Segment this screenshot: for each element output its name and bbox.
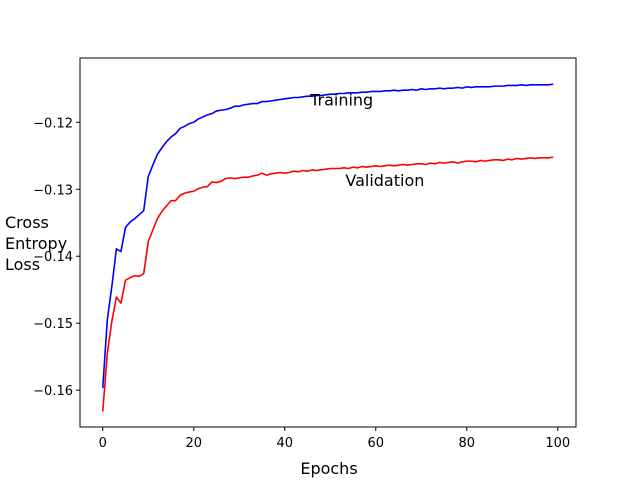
x-tick-label: 80 bbox=[459, 436, 476, 451]
plot-lines bbox=[101, 83, 554, 412]
plot-frame bbox=[79, 57, 577, 428]
x-tick-label: 60 bbox=[368, 436, 385, 451]
validation-loss-line bbox=[101, 156, 554, 412]
y-axis-ticks: −0.16 −0.15 −0.14 −0.13 −0.12 bbox=[33, 116, 80, 399]
x-tick-label: 20 bbox=[185, 436, 202, 451]
y-tick-label: −0.15 bbox=[33, 317, 73, 332]
training-loss-line bbox=[101, 83, 554, 389]
validation-annotation: Validation bbox=[345, 171, 424, 190]
y-tick-label: −0.16 bbox=[33, 384, 73, 399]
annotations: Training Validation bbox=[309, 91, 424, 190]
y-tick-label: −0.14 bbox=[33, 250, 73, 265]
y-axis-title-line-1: Cross bbox=[5, 213, 49, 232]
x-tick-label: 40 bbox=[276, 436, 293, 451]
y-axis-title-line-3: Loss bbox=[5, 255, 40, 274]
x-axis-title: Epochs bbox=[300, 459, 357, 478]
y-tick-label: −0.13 bbox=[33, 183, 73, 198]
x-tick-label: 100 bbox=[545, 436, 570, 451]
y-tick-label: −0.12 bbox=[33, 116, 73, 131]
x-axis-ticks: 0 20 40 60 80 100 bbox=[99, 427, 570, 451]
x-tick-label: 0 bbox=[99, 436, 107, 451]
training-annotation: Training bbox=[309, 91, 373, 110]
y-axis-title-line-2: Entropy bbox=[5, 234, 67, 253]
